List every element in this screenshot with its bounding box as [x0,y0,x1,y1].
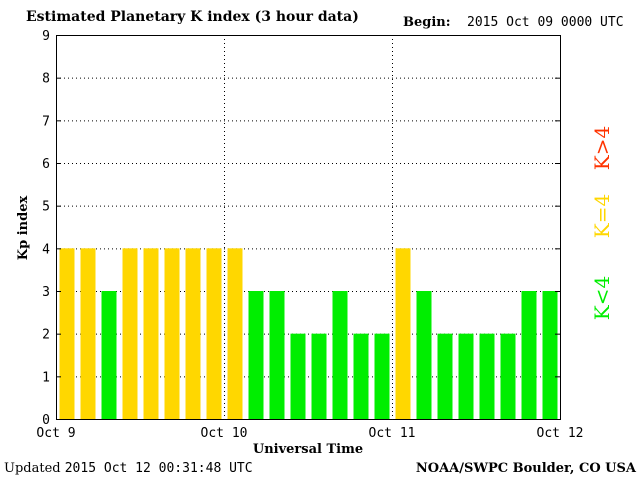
credit-text: NOAA/SWPC Boulder, CO USA [415,461,636,476]
kp-bar [374,333,390,419]
bars [59,248,558,419]
x-tick-label: Oct 10 [201,426,248,441]
y-tick-label: 4 [42,242,50,257]
kp-bar [80,248,96,419]
kp-bar [143,248,159,419]
legend-item: K>4 [590,126,614,170]
begin-value: 2015 Oct 09 0000 UTC [467,15,624,30]
kp-bar [311,333,327,419]
x-tick-label: Oct 12 [537,426,584,441]
y-axis-label: Kp index [16,196,31,261]
y-tick-label: 1 [42,370,50,385]
kp-bar [206,248,222,419]
kp-bar [353,333,369,419]
kp-bar [521,291,537,419]
kp-bar [437,333,453,419]
kp-bar [269,291,285,419]
x-axis-label: Universal Time [253,442,363,457]
kp-bar [395,248,411,419]
kp-bar [164,248,180,419]
kp-bar [101,291,117,419]
chart-title: Estimated Planetary K index (3 hour data… [26,9,359,25]
kp-bar [332,291,348,419]
y-tick-label: 2 [42,328,50,343]
updated-timestamp: Updated 2015 Oct 12 00:31:48 UTC [4,461,253,476]
kp-bar [479,333,495,419]
legend: K<4 K=4 K>4 [590,126,614,320]
y-tick-label: 0 [42,413,50,428]
kp-bar [500,333,516,419]
y-tick-label: 3 [42,285,50,300]
kp-bar [542,291,558,419]
updated-value: 2015 Oct 12 00:31:48 UTC [64,461,253,476]
y-tick-label: 6 [42,157,50,172]
kp-bar [122,248,138,419]
grid-lines [56,35,560,419]
kp-bar [416,291,432,419]
updated-label: Updated [4,461,61,476]
kp-bar [185,248,201,419]
legend-item: K<4 [590,276,614,320]
kp-bar [290,333,306,419]
x-tick-label: Oct 9 [36,426,75,441]
begin-label: Begin: [403,15,451,30]
y-tick-label: 7 [42,114,50,129]
kp-bar [458,333,474,419]
plot-frame [56,35,561,420]
y-tick-label: 9 [42,29,50,44]
x-tick-label: Oct 11 [369,426,416,441]
kp-bar [248,291,264,419]
kp-bar [59,248,75,419]
y-tick-label: 5 [42,200,50,215]
kp-bar [227,248,243,419]
legend-item: K=4 [590,194,614,238]
ticks: 0 1 2 3 4 5 6 7 8 9 Oct 9 Oct 10 Oct 11 Oct 12 [36,29,583,441]
y-tick-label: 8 [42,72,50,87]
